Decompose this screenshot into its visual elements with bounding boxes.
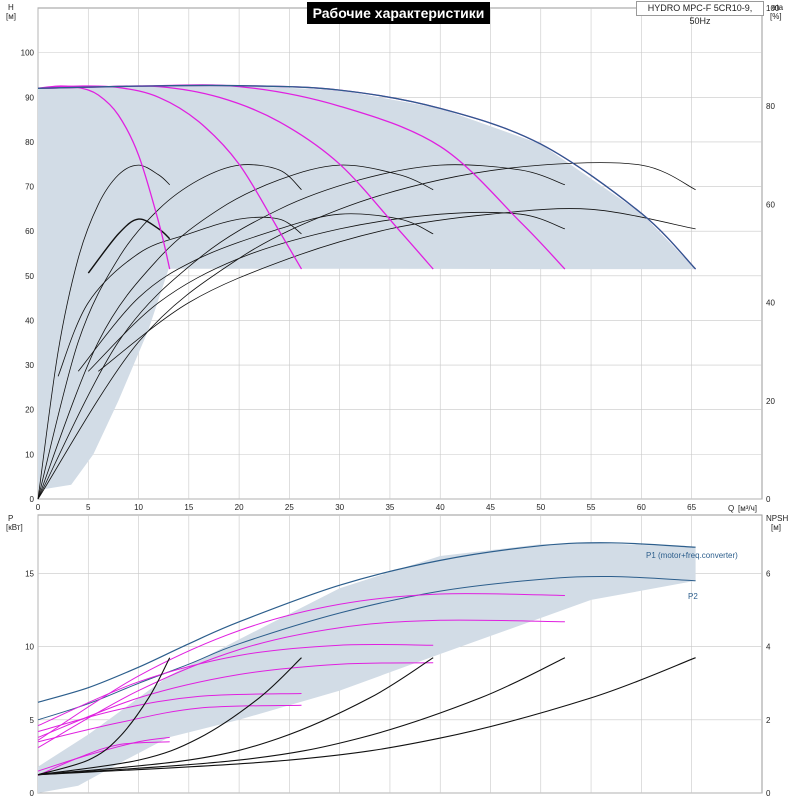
eta-curve: [37, 164, 302, 500]
x-tick-label: 50: [536, 503, 545, 512]
x-tick-label: 65: [687, 503, 696, 512]
bottom-y2-label: NPSH: [766, 514, 788, 523]
chart-title: Рабочие характеристики: [307, 2, 490, 24]
x-tick-label: 60: [637, 503, 646, 512]
operating-area: [38, 85, 696, 491]
bottom-y-unit: [кВт]: [6, 523, 23, 532]
head-curve: [37, 85, 303, 270]
y-tick-label: 10: [25, 450, 34, 459]
eta-curve: [88, 212, 566, 372]
y2-tick-label: 0: [766, 789, 771, 798]
top-plot: [37, 84, 697, 500]
axis-labels: H [м] eta [%] Q [м³/ч] P [кВт] NPSH [м] …: [6, 3, 788, 601]
y-tick-label: 90: [25, 93, 34, 102]
x-tick-label: 55: [587, 503, 596, 512]
top-y2-label: eta: [772, 3, 784, 12]
power-curve: [37, 693, 302, 732]
x-tick-label: 15: [184, 503, 193, 512]
p1-curve: [37, 542, 696, 703]
eta-curve: [87, 218, 171, 274]
power-curve: [37, 593, 565, 741]
x-tick-label: 30: [335, 503, 344, 512]
x-tick-label: 5: [86, 503, 91, 512]
y-tick-label: 70: [25, 183, 34, 192]
eta-curve: [77, 213, 434, 372]
power-curve: [37, 619, 565, 749]
x-tick-label: 10: [134, 503, 143, 512]
power-curve: [37, 704, 302, 743]
npsh-curve: [37, 657, 566, 776]
x-tick-label: 0: [36, 503, 41, 512]
y2-tick-label: 80: [766, 102, 775, 111]
power-curve: [37, 741, 170, 776]
p2-curve: [37, 575, 696, 721]
y-tick-label: 10: [25, 643, 34, 652]
top-y-unit: [м]: [6, 12, 16, 21]
npsh-curve: [37, 657, 171, 776]
y-tick-label: 50: [25, 272, 34, 281]
y-tick-label: 80: [25, 138, 34, 147]
npsh-curve: [37, 657, 696, 776]
power-curve: [37, 662, 434, 738]
head-curve: [37, 85, 171, 270]
y-tick-label: 100: [21, 49, 35, 58]
x-tick-label: 45: [486, 503, 495, 512]
y-tick-label: 30: [25, 361, 34, 370]
y-tick-label: 60: [25, 227, 34, 236]
y2-tick-label: 20: [766, 397, 775, 406]
y-tick-label: 15: [25, 570, 34, 579]
y2-tick-label: 4: [766, 643, 771, 652]
bottom-y-label: P: [8, 514, 13, 523]
p1-curve-label: P1 (motor+freq.converter): [646, 551, 738, 560]
y-tick-label: 20: [25, 406, 34, 415]
top-y2-unit: [%]: [770, 12, 782, 21]
top-x-label: Q: [728, 504, 734, 513]
top-y-label: H: [8, 3, 14, 12]
y-tick-label: 40: [25, 316, 34, 325]
y2-tick-label: 0: [766, 495, 771, 504]
bottom-y2-unit: [м]: [771, 523, 781, 532]
y-tick-label: 5: [30, 716, 35, 725]
p2-curve-label: P2: [688, 592, 698, 601]
head-envelope-curve: [37, 84, 697, 270]
power-curve: [37, 736, 170, 772]
y2-tick-label: 100: [766, 4, 780, 13]
eta-curve: [37, 164, 434, 500]
y-tick-label: 0: [30, 789, 35, 798]
y2-tick-label: 40: [766, 299, 775, 308]
y-tick-label: 0: [30, 495, 35, 504]
y2-tick-label: 6: [766, 570, 771, 579]
eta-curve: [57, 216, 302, 377]
top-x-unit: [м³/ч]: [738, 504, 757, 513]
y2-tick-label: 2: [766, 716, 771, 725]
x-tick-label: 35: [385, 503, 394, 512]
x-tick-label: 20: [235, 503, 244, 512]
eta-curve: [37, 162, 696, 500]
chart-subtitle: HYDRO MPC-F 5CR10-9, 50Hz: [636, 1, 764, 26]
npsh-curve: [37, 657, 302, 776]
x-tick-label: 25: [285, 503, 294, 512]
npsh-curve: [37, 657, 434, 776]
power-curve: [37, 643, 434, 727]
bottom-plot: [37, 542, 696, 793]
power-area: [38, 542, 696, 793]
eta-curve: [37, 164, 170, 500]
y2-tick-label: 60: [766, 200, 775, 209]
eta-curve: [37, 164, 566, 500]
eta-curve: [98, 208, 696, 372]
x-tick-label: 40: [436, 503, 445, 512]
